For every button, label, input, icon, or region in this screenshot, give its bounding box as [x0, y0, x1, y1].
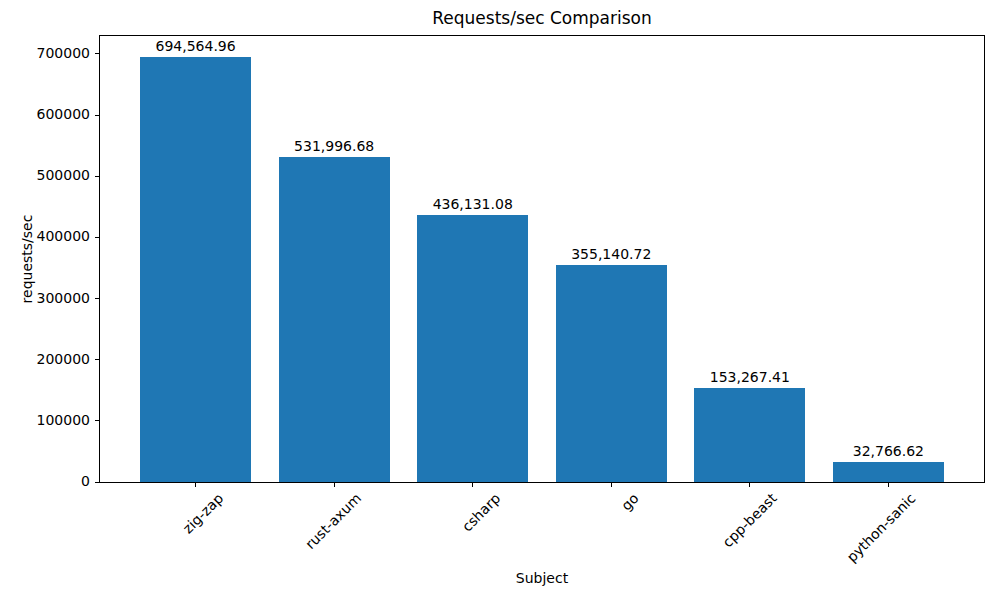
bar-value-label: 531,996.68	[294, 138, 374, 154]
x-tick-mark	[611, 483, 612, 487]
bar-value-label: 153,267.41	[710, 369, 790, 385]
y-tick-mark	[95, 115, 99, 116]
x-tick-label: zig-zap	[179, 490, 226, 537]
x-tick-mark	[472, 483, 473, 487]
x-tick-label: cpp-beast	[720, 490, 780, 550]
y-tick-label: 500000	[37, 167, 90, 184]
y-tick-label: 700000	[37, 45, 90, 62]
y-tick-mark	[95, 359, 99, 360]
y-tick-mark	[95, 176, 99, 177]
bar-value-label: 32,766.62	[853, 443, 924, 459]
bar-cpp-beast	[694, 388, 805, 482]
x-tick-mark	[888, 483, 889, 487]
x-tick-label: go	[618, 490, 642, 514]
bar-python-sanic	[833, 462, 944, 482]
y-tick-mark	[95, 53, 99, 54]
y-axis-label: requests/sec	[19, 215, 36, 304]
y-tick-label: 200000	[37, 351, 90, 368]
y-tick-label: 300000	[37, 290, 90, 307]
x-tick-mark	[334, 483, 335, 487]
x-tick-mark	[749, 483, 750, 487]
bar-zig-zap	[140, 57, 251, 482]
x-tick-mark	[195, 483, 196, 487]
y-tick-label: 0	[81, 473, 90, 490]
y-tick-mark	[95, 237, 99, 238]
bar-value-label: 694,564.96	[156, 38, 236, 54]
bar-chart-figure: Requests/sec Comparison requests/sec Sub…	[0, 0, 1000, 600]
x-tick-label: csharp	[458, 490, 503, 535]
x-tick-label: rust-axum	[302, 490, 364, 552]
chart-title: Requests/sec Comparison	[99, 9, 985, 28]
y-tick-mark	[95, 482, 99, 483]
x-axis-label: Subject	[99, 570, 985, 587]
bar-value-label: 355,140.72	[571, 246, 651, 262]
bar-value-label: 436,131.08	[433, 196, 513, 212]
x-tick-label: python-sanic	[844, 490, 919, 565]
y-tick-label: 600000	[37, 106, 90, 123]
bar-go	[556, 265, 667, 482]
bar-rust-axum	[279, 157, 390, 482]
y-tick-label: 400000	[37, 228, 90, 245]
y-tick-mark	[95, 420, 99, 421]
bar-csharp	[417, 215, 528, 482]
y-tick-label: 100000	[37, 412, 90, 429]
y-tick-mark	[95, 298, 99, 299]
